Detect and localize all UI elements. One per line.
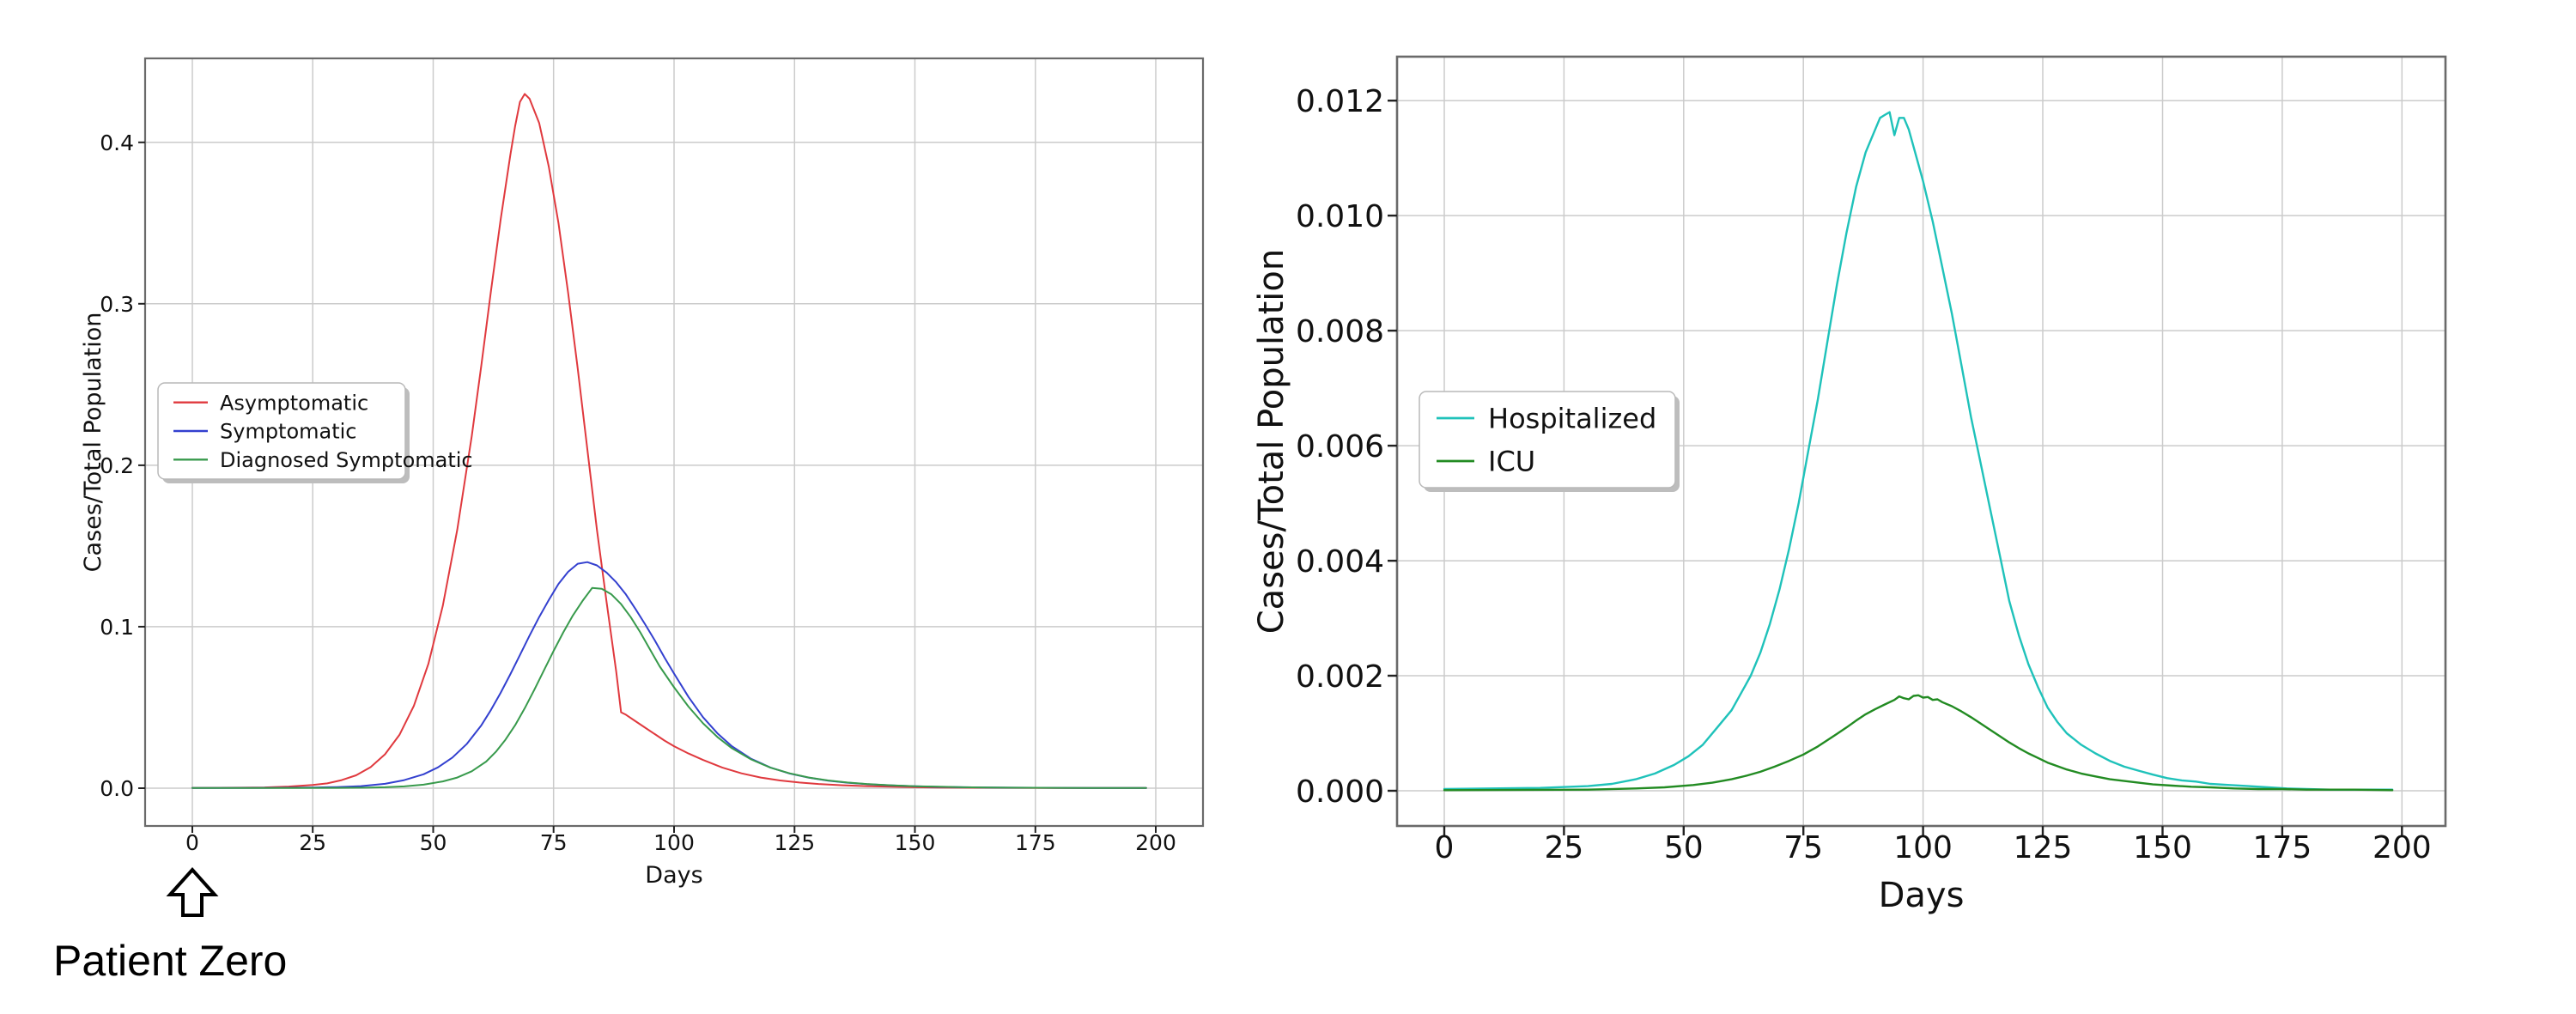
y-tick-label: 0.010: [1296, 199, 1384, 234]
x-tick-label: 100: [1893, 830, 1953, 865]
y-axis-label: Cases/Total Population: [1252, 249, 1291, 635]
x-tick-label: 0: [185, 830, 199, 855]
right-chart: 0 25 50 75 100 125 150 175 200 0.000 0.002 0.004 0.0…: [1252, 55, 2447, 915]
x-tick-label: 150: [895, 830, 936, 855]
left-chart: 0 25 50 75 100 125 150 175 200 0.0 0.1 0.2 0.3 0.4 Day…: [80, 57, 1205, 889]
patient-zero-label: Patient Zero: [53, 937, 287, 985]
x-tick-label: 50: [420, 830, 447, 855]
series-line-hospitalized: [1443, 111, 2394, 791]
x-axis-label: Days: [645, 862, 702, 889]
y-tick-label: 0.3: [100, 292, 134, 317]
legend-box: [157, 382, 406, 480]
patient-zero-annotation: Patient Zero: [53, 867, 287, 985]
plot-border: [1395, 55, 2447, 828]
y-tick-label: 0.008: [1296, 314, 1384, 349]
x-tick-label: 125: [774, 830, 815, 855]
x-tick-label: 25: [299, 830, 326, 855]
legend-label-diagnosed-symptomatic: Diagnosed Symptomatic: [220, 448, 473, 472]
legend-label-asymptomatic: Asymptomatic: [220, 391, 368, 415]
y-tick-label: 0.2: [100, 453, 134, 478]
x-tick-label: 150: [2133, 830, 2192, 865]
legend-box: [1419, 391, 1676, 489]
series-line-symptomatic: [191, 561, 1147, 789]
y-tick-label: 0.1: [100, 615, 134, 640]
legend-label-hospitalized: Hospitalized: [1488, 403, 1656, 435]
y-axis-label: Cases/Total Population: [80, 313, 106, 573]
x-tick-label: 175: [2253, 830, 2312, 865]
x-tick-label: 25: [1544, 830, 1583, 865]
x-tick-label: 100: [653, 830, 695, 855]
series-line-diagnosed-symptomatic: [191, 586, 1147, 789]
y-tick-label: 0.006: [1296, 429, 1384, 464]
x-tick-label: 200: [2372, 830, 2432, 865]
x-tick-label: 75: [540, 830, 568, 855]
x-tick-label: 50: [1664, 830, 1704, 865]
y-tick-label: 0.0: [100, 776, 134, 801]
legend-label-symptomatic: Symptomatic: [220, 420, 357, 444]
x-tick-label: 125: [2014, 830, 2073, 865]
series-line-icu: [1443, 694, 2394, 792]
x-tick-label: 200: [1135, 830, 1176, 855]
y-tick-label: 0.004: [1296, 544, 1384, 580]
x-axis-label: Days: [1879, 876, 1965, 915]
y-tick-label: 0.4: [100, 131, 134, 155]
legend-label-icu: ICU: [1488, 446, 1535, 478]
up-arrow-icon: [166, 867, 219, 917]
y-tick-label: 0.000: [1296, 774, 1384, 810]
x-tick-label: 175: [1015, 830, 1056, 855]
y-tick-label: 0.012: [1296, 84, 1384, 119]
x-tick-label: 75: [1783, 830, 1823, 865]
series-line-asymptomatic: [191, 93, 1147, 789]
x-tick-label: 0: [1435, 830, 1455, 865]
y-tick-label: 0.002: [1296, 659, 1384, 695]
